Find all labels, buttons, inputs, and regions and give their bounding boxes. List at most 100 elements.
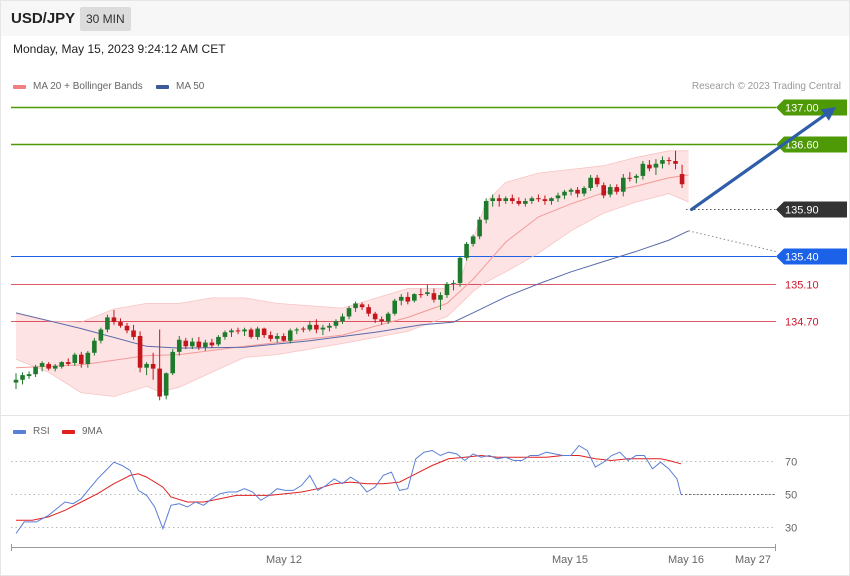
ma20-line bbox=[15, 174, 689, 369]
candle bbox=[431, 288, 437, 303]
candle bbox=[274, 333, 280, 343]
candle-body bbox=[333, 321, 339, 326]
candle-body bbox=[105, 317, 110, 330]
candle-body bbox=[640, 163, 646, 176]
candle-body bbox=[673, 160, 678, 164]
candle bbox=[412, 293, 417, 303]
level-label-3: 135.40 bbox=[785, 252, 819, 264]
candle bbox=[98, 327, 104, 344]
candle-body bbox=[418, 294, 424, 296]
candle bbox=[516, 197, 522, 206]
projection-arrow-head bbox=[820, 107, 837, 121]
candle bbox=[666, 157, 672, 165]
credit-text: Research © 2023 Trading Central bbox=[691, 81, 841, 92]
level-tag-2 bbox=[776, 201, 847, 218]
candle-body bbox=[255, 328, 260, 337]
candle-body bbox=[444, 283, 450, 296]
candle bbox=[209, 338, 215, 349]
candle-body bbox=[679, 174, 685, 185]
candle-body bbox=[124, 325, 130, 331]
candle-body bbox=[307, 324, 313, 330]
candle bbox=[640, 160, 646, 180]
candle bbox=[425, 284, 430, 296]
candle-body bbox=[242, 329, 247, 332]
candle-body bbox=[13, 379, 19, 383]
candle-body bbox=[431, 293, 437, 300]
candle-body bbox=[516, 201, 522, 204]
ma50-extension bbox=[688, 230, 777, 252]
legend-swatch-rsi-ma bbox=[62, 429, 75, 434]
candle-body bbox=[281, 336, 287, 341]
candle-body bbox=[412, 294, 417, 301]
candle bbox=[196, 336, 202, 350]
candle bbox=[340, 313, 345, 324]
candle-body bbox=[627, 177, 633, 179]
candle-body bbox=[131, 330, 136, 337]
rsi-line bbox=[15, 444, 682, 534]
candle-body bbox=[601, 185, 606, 196]
candle bbox=[549, 197, 554, 205]
candle-body bbox=[294, 329, 300, 331]
candle-body bbox=[39, 363, 45, 367]
candle-body bbox=[33, 366, 38, 375]
candle bbox=[314, 319, 319, 334]
candle bbox=[673, 150, 678, 170]
candle bbox=[503, 196, 509, 204]
candle-body bbox=[111, 317, 117, 323]
candle bbox=[366, 304, 371, 317]
candle-body bbox=[183, 340, 189, 347]
candle bbox=[333, 319, 339, 329]
candle-body bbox=[385, 313, 391, 322]
candle bbox=[529, 196, 535, 204]
candle-body bbox=[464, 243, 469, 258]
candle-body bbox=[235, 330, 241, 332]
candle bbox=[26, 371, 32, 379]
candle-body bbox=[438, 295, 443, 300]
candle bbox=[379, 316, 384, 325]
candle-body bbox=[509, 198, 515, 202]
candle bbox=[52, 363, 58, 372]
candle-body bbox=[98, 329, 104, 341]
candle-body bbox=[287, 330, 293, 341]
candle-body bbox=[568, 189, 574, 192]
candle bbox=[320, 324, 326, 336]
instrument-symbol: USD/JPY bbox=[11, 10, 76, 27]
timeframe-selector[interactable]: 30 MIN bbox=[80, 7, 131, 31]
candle-body bbox=[398, 296, 404, 301]
candle-body bbox=[490, 198, 495, 202]
candle bbox=[601, 182, 606, 199]
candle-body bbox=[79, 354, 84, 364]
candle bbox=[229, 328, 234, 337]
candle bbox=[562, 189, 567, 200]
candle bbox=[118, 318, 123, 328]
candle bbox=[438, 292, 443, 310]
candle-body bbox=[46, 363, 51, 369]
legend-ma50: MA 50 bbox=[156, 81, 204, 92]
level-tag-3 bbox=[776, 248, 847, 265]
candle-body bbox=[392, 300, 398, 314]
candle bbox=[157, 329, 162, 401]
candle-body bbox=[72, 354, 78, 364]
candle bbox=[418, 288, 424, 298]
candle bbox=[111, 309, 117, 325]
candle bbox=[398, 294, 404, 306]
candle-body bbox=[549, 198, 554, 202]
candle-body bbox=[581, 187, 587, 194]
candle-body bbox=[59, 362, 65, 367]
candle bbox=[163, 372, 169, 400]
candle bbox=[470, 234, 476, 247]
candle-body bbox=[52, 365, 58, 369]
level-label-5: 134.70 bbox=[785, 317, 819, 329]
projection-arrow-shaft bbox=[689, 113, 827, 212]
candle bbox=[594, 174, 600, 188]
candle-body bbox=[190, 341, 195, 347]
candle-body bbox=[634, 175, 639, 178]
candle bbox=[353, 301, 358, 312]
candle bbox=[59, 361, 65, 369]
candle bbox=[614, 184, 620, 195]
candle bbox=[287, 328, 293, 344]
candle-body bbox=[203, 342, 208, 348]
timestamp: Monday, May 15, 2023 9:24:12 AM CET bbox=[13, 42, 226, 56]
candle bbox=[20, 372, 25, 385]
